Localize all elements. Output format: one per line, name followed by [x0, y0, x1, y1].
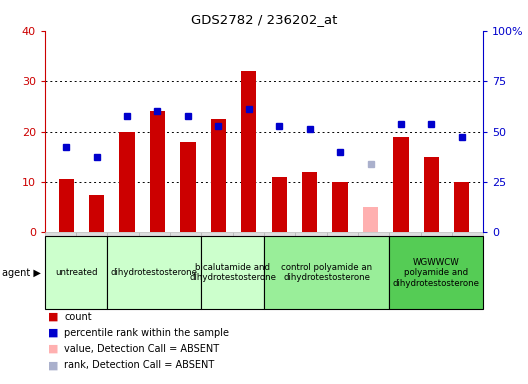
Bar [302, 172, 317, 232]
Bar [363, 207, 378, 232]
Bar [424, 157, 439, 232]
Text: value, Detection Call = ABSENT: value, Detection Call = ABSENT [64, 344, 220, 354]
Text: ■: ■ [48, 312, 58, 322]
Text: count: count [64, 312, 92, 322]
Text: ■: ■ [48, 344, 58, 354]
Text: ■: ■ [48, 328, 58, 338]
Text: agent ▶: agent ▶ [2, 268, 41, 278]
Text: WGWWCW
polyamide and
dihydrotestosterone: WGWWCW polyamide and dihydrotestosterone [393, 258, 479, 288]
Bar [454, 182, 469, 232]
Bar [89, 195, 104, 232]
Bar [150, 111, 165, 232]
Text: ■: ■ [48, 360, 58, 370]
Bar [211, 119, 226, 232]
Text: dihydrotestosterone: dihydrotestosterone [111, 268, 198, 277]
Text: GDS2782 / 236202_at: GDS2782 / 236202_at [191, 13, 337, 26]
Bar [241, 71, 257, 232]
Text: percentile rank within the sample: percentile rank within the sample [64, 328, 229, 338]
Text: control polyamide an
dihydrotestosterone: control polyamide an dihydrotestosterone [281, 263, 372, 282]
Bar [180, 142, 195, 232]
Text: bicalutamide and
dihydrotestosterone: bicalutamide and dihydrotestosterone [189, 263, 276, 282]
Bar [333, 182, 348, 232]
Bar [271, 177, 287, 232]
Text: untreated: untreated [55, 268, 98, 277]
Bar [59, 179, 74, 232]
Bar [119, 131, 135, 232]
Text: rank, Detection Call = ABSENT: rank, Detection Call = ABSENT [64, 360, 215, 370]
Bar [393, 137, 409, 232]
